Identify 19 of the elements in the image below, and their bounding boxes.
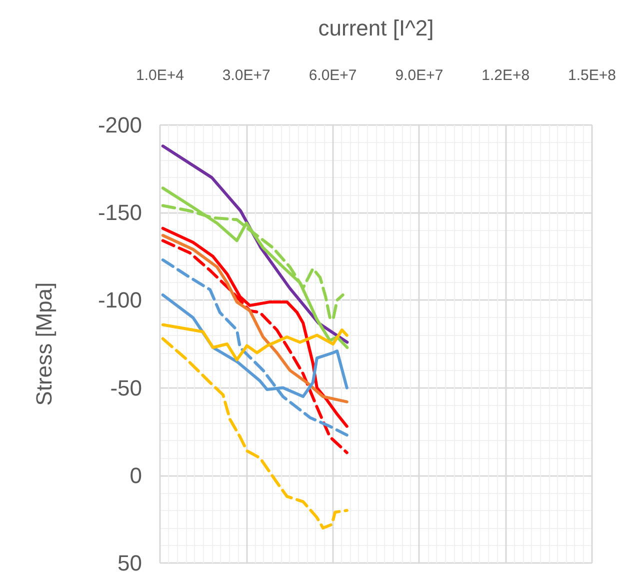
y-tick-label: -50 [110, 375, 142, 400]
x-tick-label: 6.0E+7 [308, 67, 357, 84]
line-series [161, 234, 348, 404]
x-tick-label: 9.0E+7 [395, 67, 444, 84]
y-tick-label: 0 [130, 462, 142, 488]
y-tick-label: 50 [118, 550, 142, 576]
line-series [161, 337, 348, 530]
line-series [161, 258, 348, 437]
line-series [161, 186, 349, 350]
x-tick-label: 1.5E+8 [568, 67, 616, 84]
x-tick-label: 3.0E+7 [222, 67, 270, 84]
y-tick-label: -150 [98, 200, 142, 226]
y-tick-label: -100 [98, 288, 142, 313]
line-series [161, 323, 348, 362]
x-axis-title: current [I^2] [318, 16, 434, 40]
x-tick-label: 1.2E+8 [482, 67, 530, 84]
x-tick-label: 1.0E+4 [136, 67, 184, 84]
y-tick-label: -200 [98, 112, 142, 138]
y-axis-title: Stress [Mpa] [32, 282, 56, 406]
